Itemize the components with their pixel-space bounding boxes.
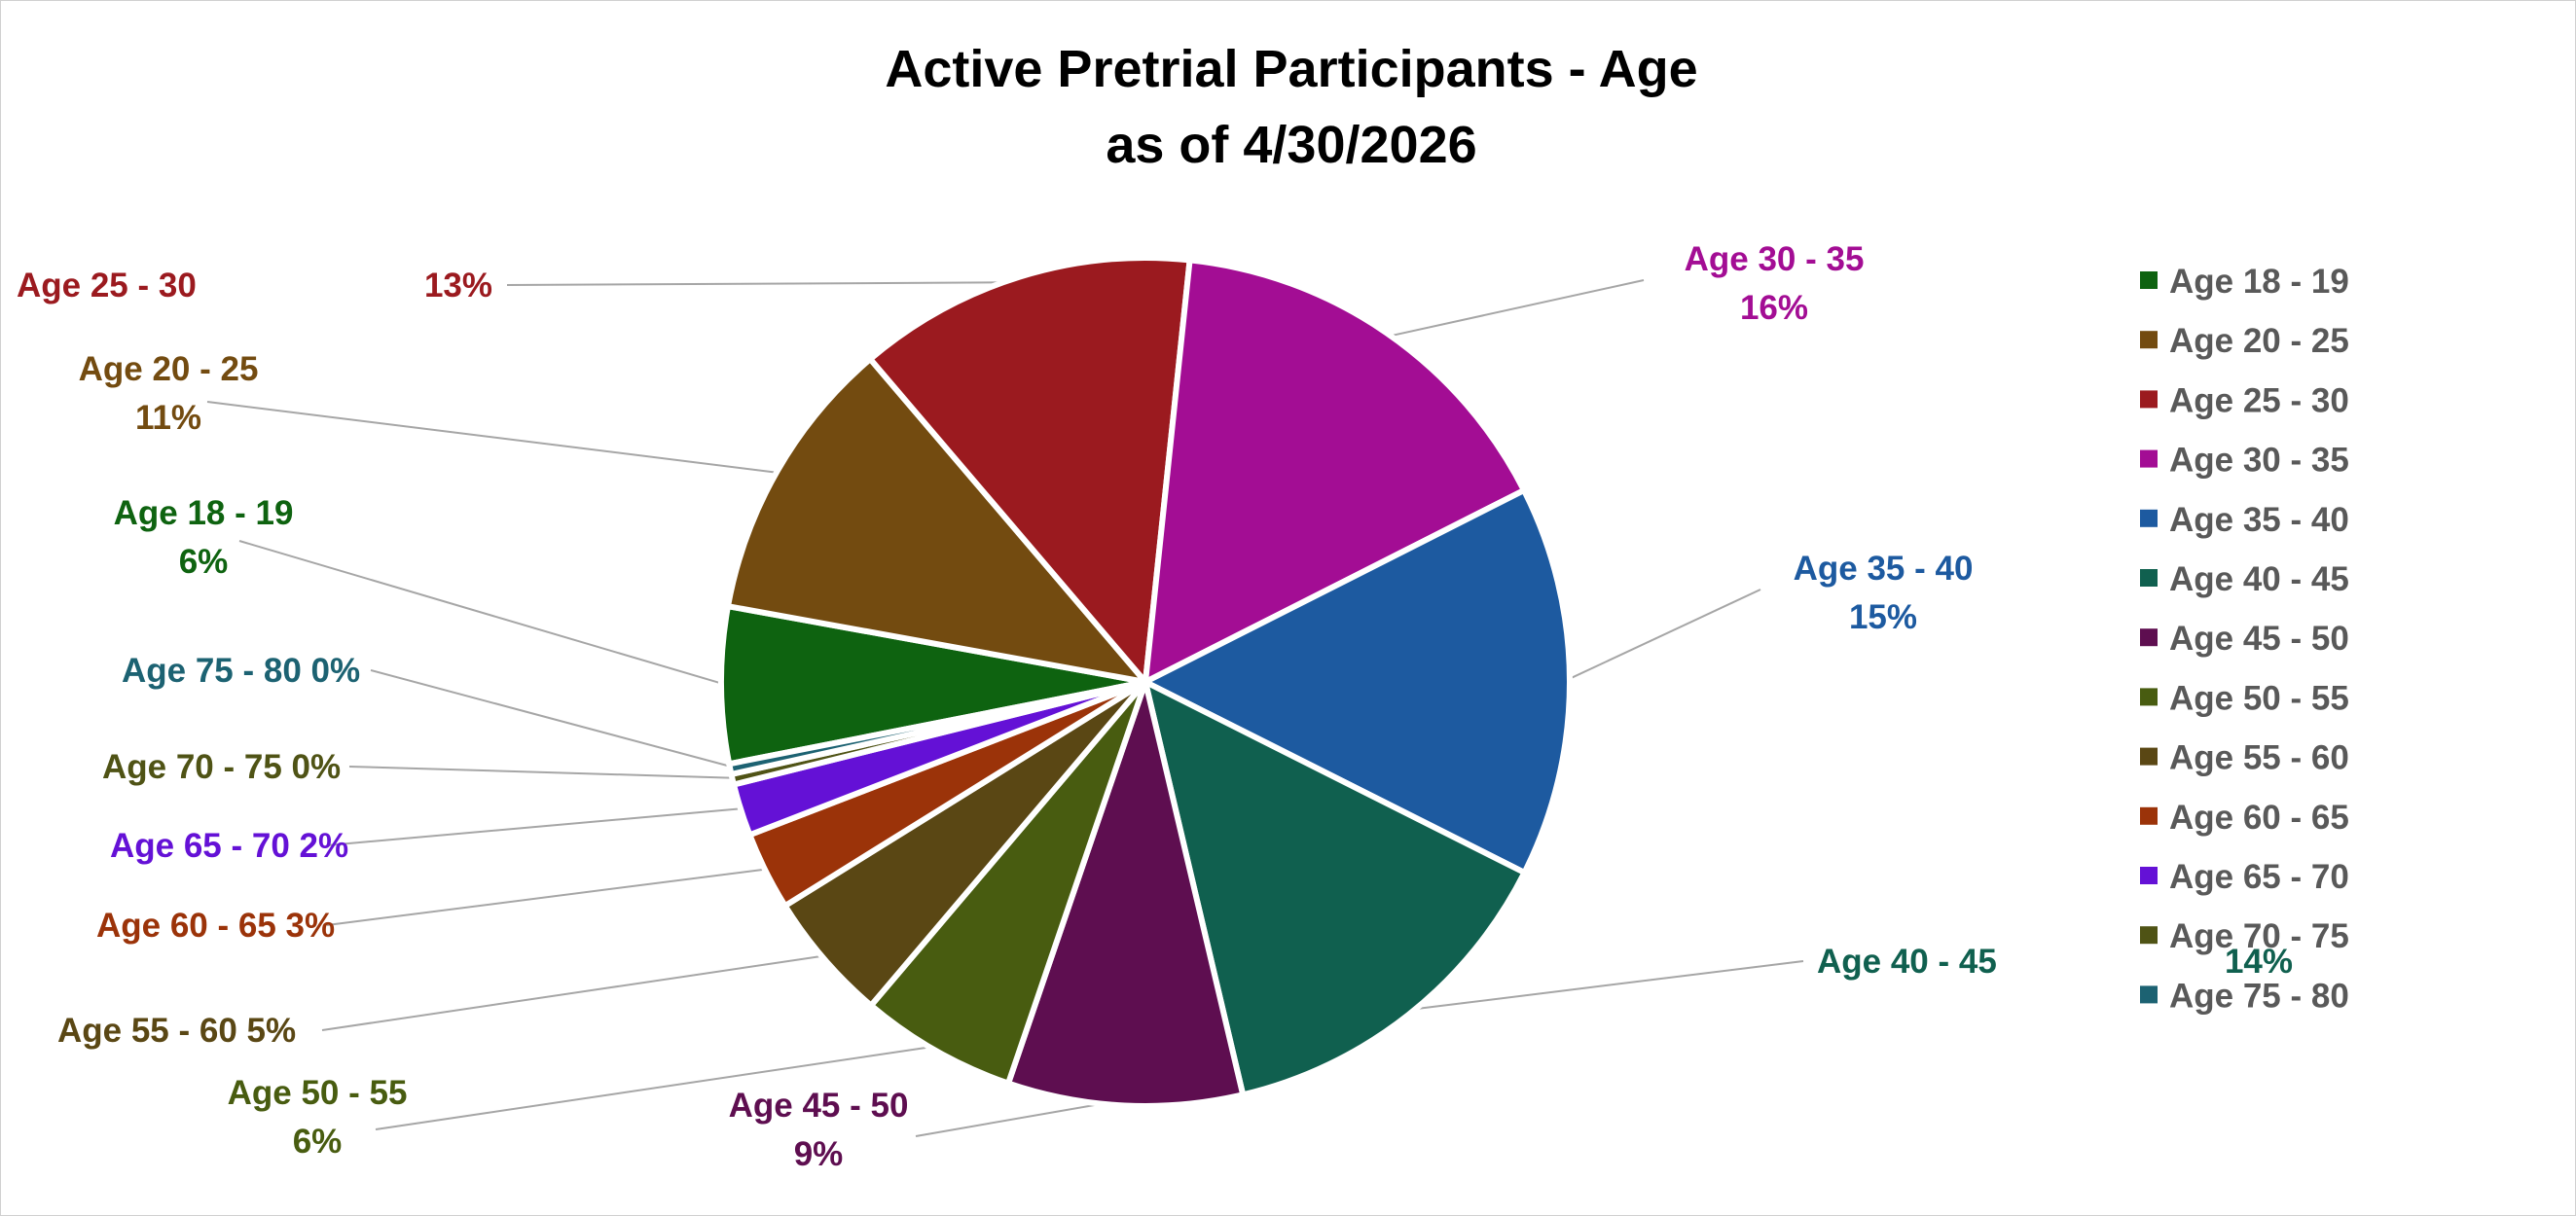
leader-line-age-60-65: [326, 867, 772, 926]
pie-slice-age-35-40: [1143, 487, 1573, 876]
leader-line-age-75-80: [370, 669, 737, 769]
legend-swatch-age-75-80: [2140, 985, 2158, 1004]
data-label-pct-age-40-45: 14%: [2225, 943, 2293, 981]
data-label-age-60-65: Age 60 - 65 3%: [96, 907, 335, 945]
data-label-age-35-40: Age 35 - 40: [1794, 550, 1974, 588]
legend-label-age-45-50: Age 45 - 50: [2169, 620, 2349, 658]
legend-label-age-20-25: Age 20 - 25: [2169, 322, 2349, 360]
data-label-pct-age-35-40: 15%: [1849, 598, 1917, 636]
leader-line-age-18-19: [238, 540, 728, 687]
leader-line-age-55-60: [321, 953, 829, 1031]
pie-slice-age-20-25: [725, 356, 1148, 685]
leader-line-age-30-35: [1382, 279, 1645, 339]
legend-label-age-65-70: Age 65 - 70: [2169, 858, 2349, 896]
legend-swatch-age-65-70: [2140, 867, 2158, 884]
legend-swatch-age-35-40: [2140, 509, 2158, 527]
pie-slice-age-50-55: [868, 679, 1148, 1087]
legend-label-age-50-55: Age 50 - 55: [2169, 679, 2349, 717]
pie-slice-age-18-19: [718, 603, 1148, 768]
data-label-age-40-45: Age 40 - 45: [1817, 943, 1997, 981]
leader-line-age-70-75: [348, 766, 739, 779]
data-label-age-50-55: Age 50 - 55: [228, 1074, 408, 1112]
leader-line-age-20-25: [206, 401, 783, 475]
legend-swatch-age-30-35: [2140, 449, 2158, 468]
chart-title-line-2: as of 4/30/2026: [1106, 116, 1476, 174]
data-label-pct-age-18-19: 6%: [179, 543, 229, 581]
leader-line-age-25-30: [506, 281, 1022, 286]
data-label-pct-age-50-55: 6%: [293, 1123, 343, 1161]
data-label-pct-age-30-35: 16%: [1740, 289, 1808, 327]
legend-swatch-age-60-65: [2140, 806, 2158, 825]
legend: Age 18 - 19 Age 20 - 25 Age 25 - 30 Age 30 …: [2140, 263, 2349, 1015]
data-label-age-25-30: Age 25 - 30: [17, 267, 197, 304]
data-label-age-18-19: Age 18 - 19: [114, 494, 294, 532]
pie-slice-age-45-50: [1005, 679, 1247, 1109]
legend-swatch-age-20-25: [2140, 331, 2158, 349]
legend-swatch-age-40-45: [2140, 569, 2158, 587]
data-label-age-45-50: Age 45 - 50: [729, 1087, 909, 1125]
data-label-age-65-70: Age 65 - 70 2%: [110, 827, 348, 865]
pie-slice-age-30-35: [1143, 257, 1527, 685]
data-label-pct-age-20-25: 11%: [135, 399, 201, 437]
leader-lines: [206, 279, 1804, 1137]
legend-swatch-age-55-60: [2140, 747, 2158, 766]
leader-line-age-65-70: [326, 806, 747, 846]
legend-swatch-age-25-30: [2140, 390, 2158, 409]
pie-slice-age-75-80: [726, 679, 1148, 777]
legend-label-age-40-45: Age 40 - 45: [2169, 560, 2349, 598]
pie-slices: [718, 255, 1573, 1109]
chart-title-line-1: Active Pretrial Participants - Age: [885, 40, 1697, 98]
legend-label-age-75-80: Age 75 - 80: [2169, 977, 2349, 1015]
legend-label-age-55-60: Age 55 - 60: [2169, 739, 2349, 777]
data-label-pct-age-25-30: 13%: [424, 267, 492, 304]
legend-swatch-age-50-55: [2140, 688, 2158, 706]
leader-line-age-35-40: [1563, 589, 1761, 683]
legend-label-age-30-35: Age 30 - 35: [2169, 442, 2349, 480]
data-label-age-70-75: Age 70 - 75 0%: [102, 748, 341, 786]
data-label-pct-age-45-50: 9%: [794, 1135, 844, 1173]
leader-line-age-50-55: [375, 1044, 939, 1130]
data-label-age-30-35: Age 30 - 35: [1685, 240, 1865, 278]
legend-swatch-age-70-75: [2140, 926, 2158, 945]
data-label-age-75-80: Age 75 - 80 0%: [122, 652, 360, 690]
pie-slice-age-25-30: [867, 255, 1193, 685]
data-label-age-55-60: Age 55 - 60 5%: [57, 1012, 296, 1050]
legend-swatch-age-45-50: [2140, 628, 2158, 647]
legend-swatch-age-18-19: [2140, 271, 2158, 289]
leader-line-age-45-50: [915, 1098, 1126, 1137]
legend-label-age-25-30: Age 25 - 30: [2169, 381, 2349, 419]
legend-label-age-60-65: Age 60 - 65: [2169, 799, 2349, 837]
legend-label-age-70-75: Age 70 - 75: [2169, 917, 2349, 955]
legend-label-age-35-40: Age 35 - 40: [2169, 501, 2349, 539]
pie-slice-age-40-45: [1143, 679, 1528, 1098]
legend-label-age-18-19: Age 18 - 19: [2169, 263, 2349, 301]
leader-line-age-40-45: [1404, 960, 1804, 1012]
data-label-age-20-25: Age 20 - 25: [79, 350, 259, 388]
data-labels: Age 18 - 19 6% Age 20 - 25 11% Age 25 - 30 13…: [17, 240, 2293, 1173]
